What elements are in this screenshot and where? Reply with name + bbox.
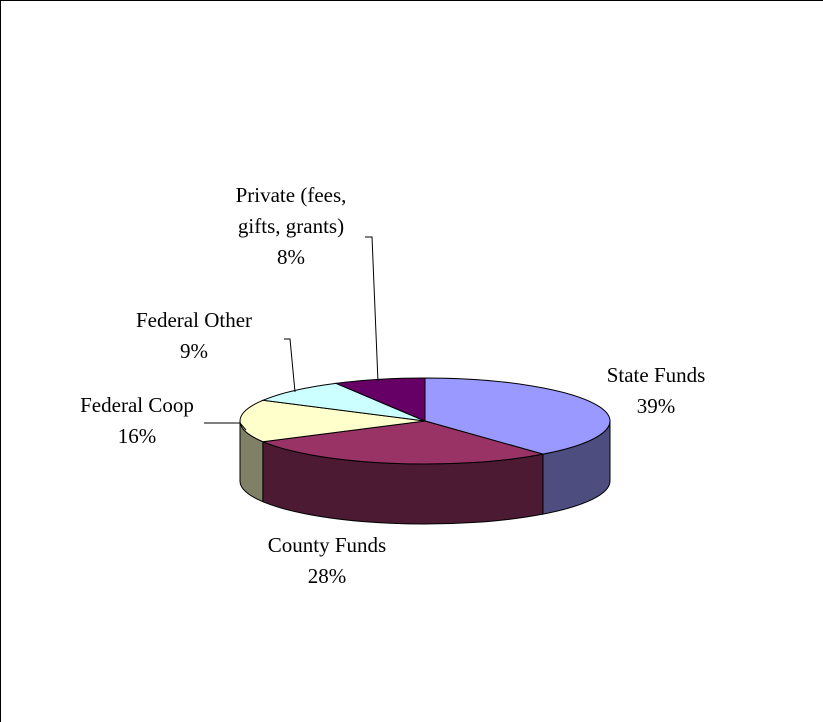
slice-top-1 [260,420,544,465]
slice-percent-label: 39% [637,394,676,418]
slice-top-4 [333,377,426,422]
slice-category-label: Federal Other [136,308,252,332]
slice-category-label: gifts, grants) [238,214,344,238]
pie-sides [239,420,611,525]
slice-category-label: Private (fees, [236,183,347,207]
slice-top-0 [424,377,611,455]
slice-category-label: State Funds [607,363,706,387]
slice-category-label: County Funds [268,533,386,557]
leader-line [284,338,296,393]
slice-percent-label: 16% [118,424,157,448]
slice-percent-label: 9% [180,339,208,363]
pie-tops [239,377,611,465]
slice-percent-label: 28% [308,564,347,588]
slice-top-2 [239,399,426,443]
slice-percent-label: 8% [277,245,305,269]
leader-line [365,236,379,383]
leader-lines [204,236,379,431]
leader-line [204,422,247,431]
slice-category-label: Federal Coop [80,393,194,417]
slice-labels: State Funds 39% County Funds 28% Federal Coo… [80,183,705,588]
slice-top-3 [260,382,426,422]
